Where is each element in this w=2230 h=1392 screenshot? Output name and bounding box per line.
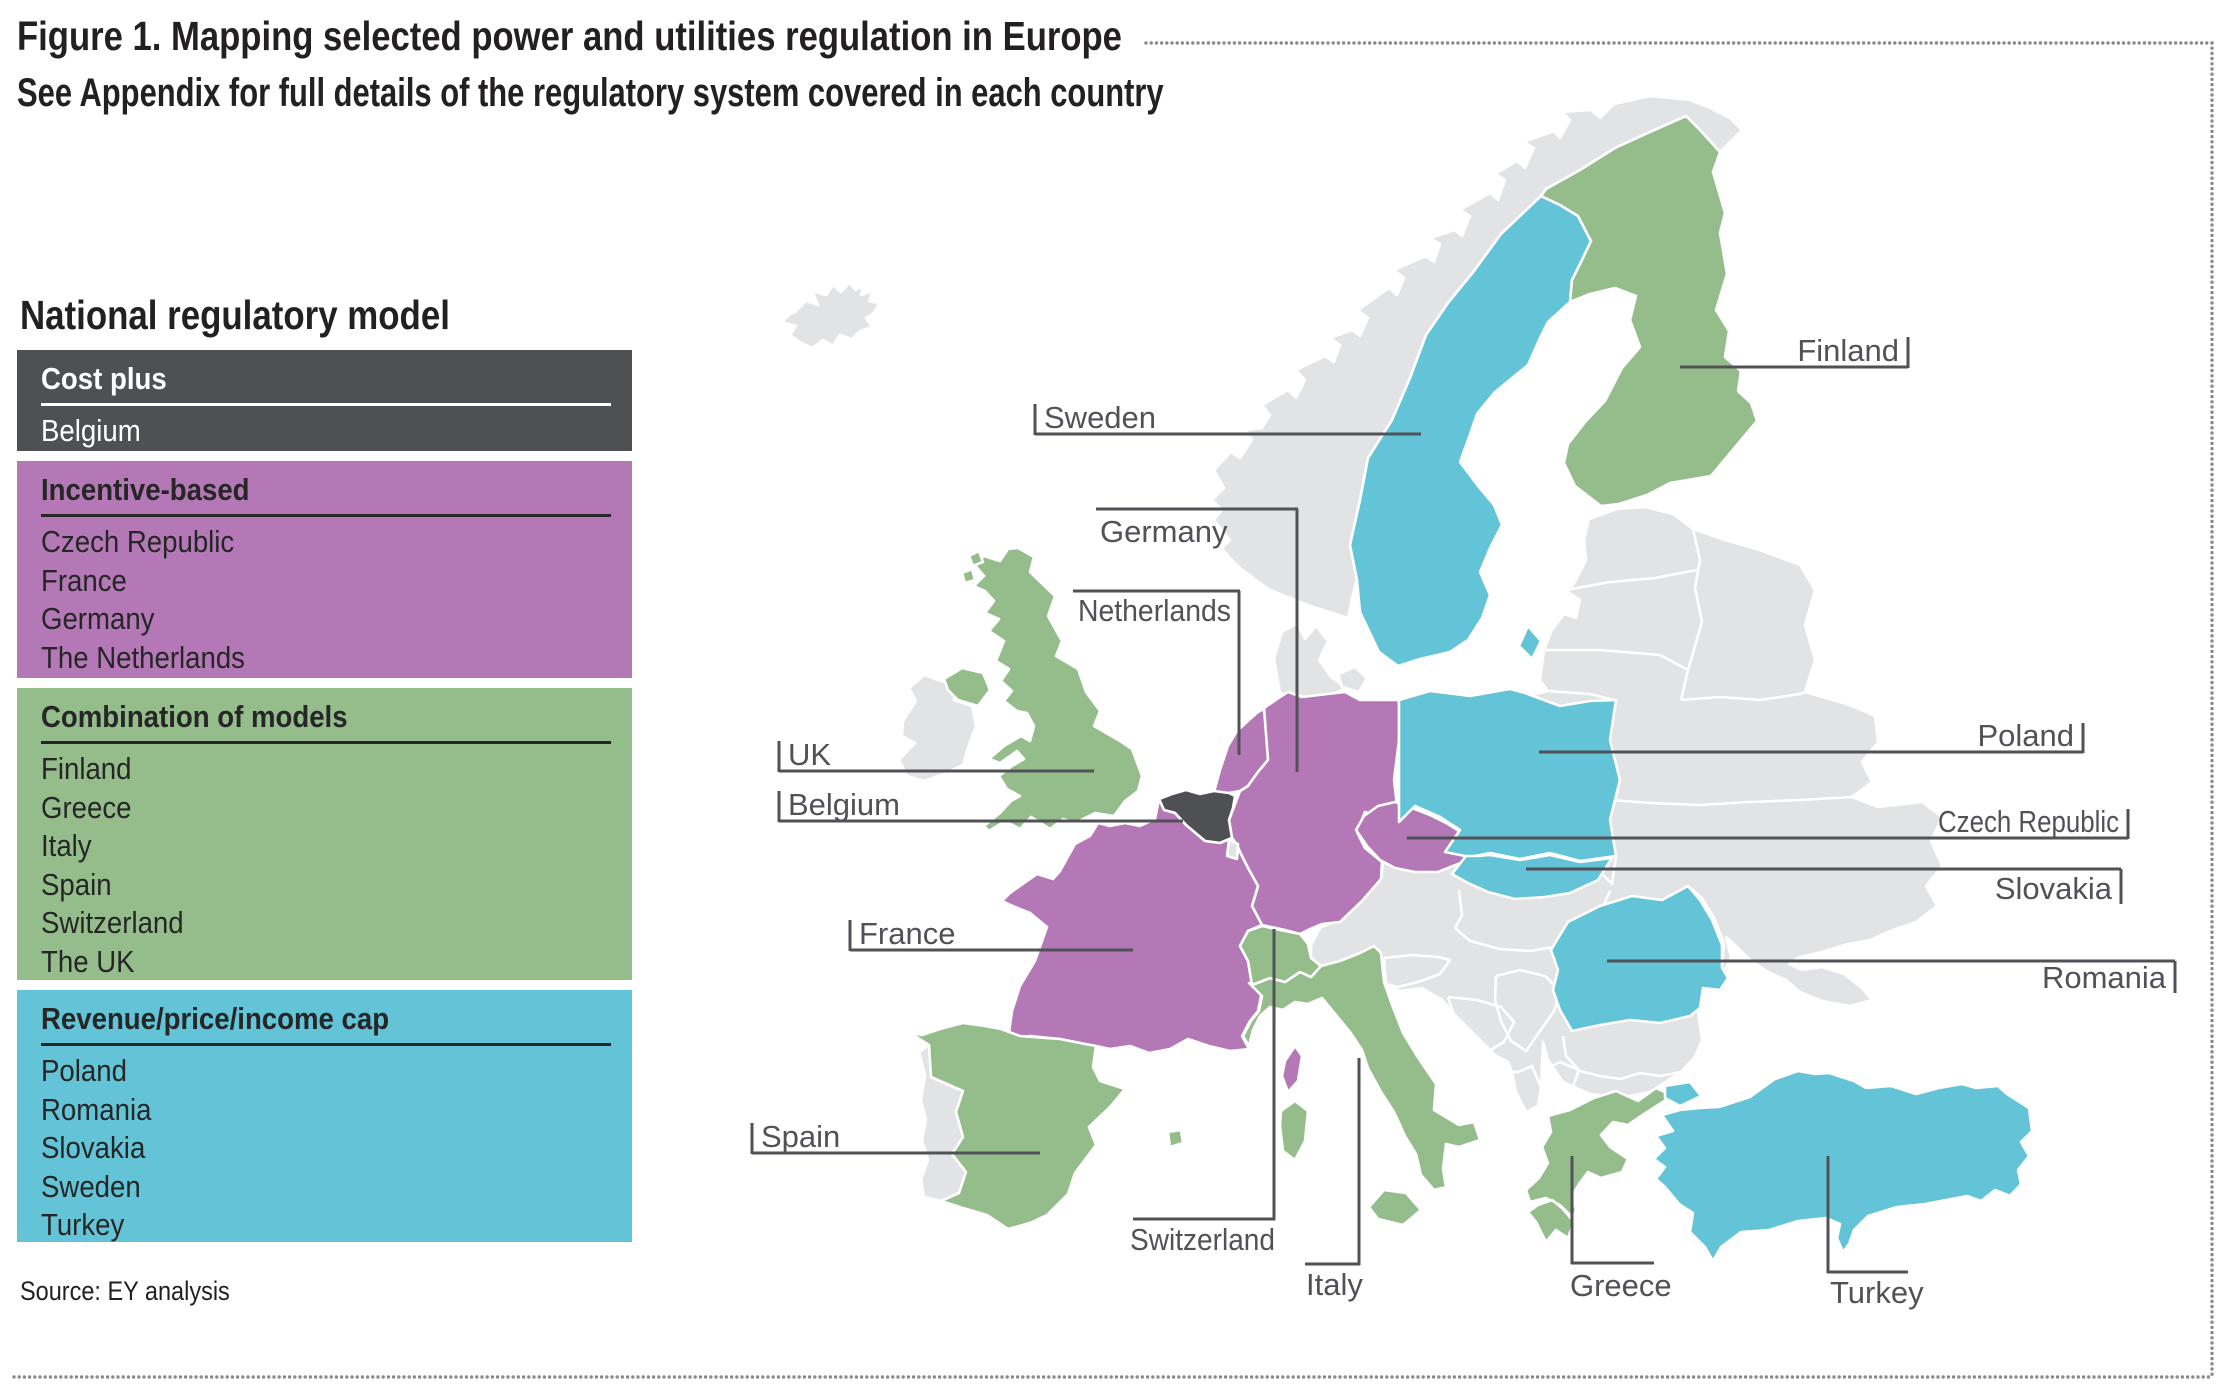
svg-text:Switzerland: Switzerland <box>1130 1222 1275 1257</box>
svg-text:Poland: Poland <box>1977 718 2074 753</box>
svg-text:Turkey: Turkey <box>1830 1275 1924 1310</box>
svg-text:Greece: Greece <box>1570 1268 1672 1303</box>
svg-text:Czech Republic: Czech Republic <box>1938 804 2119 839</box>
svg-text:France: France <box>859 916 955 951</box>
svg-text:Belgium: Belgium <box>788 787 900 822</box>
svg-text:Italy: Italy <box>1306 1267 1363 1302</box>
svg-text:Sweden: Sweden <box>1044 400 1156 435</box>
svg-text:Spain: Spain <box>761 1119 840 1154</box>
svg-text:Slovakia: Slovakia <box>1995 871 2113 906</box>
svg-text:Finland: Finland <box>1797 333 1899 368</box>
svg-text:Romania: Romania <box>2042 960 2167 995</box>
svg-text:UK: UK <box>788 737 831 772</box>
svg-text:Netherlands: Netherlands <box>1078 593 1231 628</box>
svg-text:Germany: Germany <box>1100 514 1228 549</box>
